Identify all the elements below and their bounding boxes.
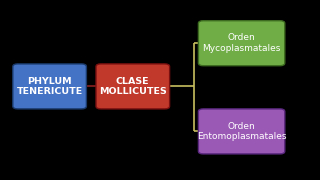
FancyBboxPatch shape (96, 64, 170, 109)
FancyBboxPatch shape (13, 64, 86, 109)
Text: PHYLUM
TENERICUTE: PHYLUM TENERICUTE (16, 76, 83, 96)
FancyBboxPatch shape (198, 109, 285, 154)
Text: Orden
Mycoplasmatales: Orden Mycoplasmatales (203, 33, 281, 53)
Text: CLASE
MOLLICUTES: CLASE MOLLICUTES (99, 76, 167, 96)
Text: Orden
Entomoplasmatales: Orden Entomoplasmatales (197, 122, 286, 141)
FancyBboxPatch shape (198, 21, 285, 66)
